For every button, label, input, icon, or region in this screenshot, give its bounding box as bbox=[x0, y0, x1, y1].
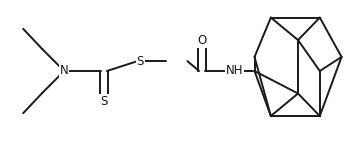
Text: S: S bbox=[136, 55, 144, 68]
Text: NH: NH bbox=[226, 64, 243, 78]
Text: N: N bbox=[60, 64, 68, 78]
Text: O: O bbox=[197, 34, 206, 47]
Text: S: S bbox=[100, 95, 108, 108]
